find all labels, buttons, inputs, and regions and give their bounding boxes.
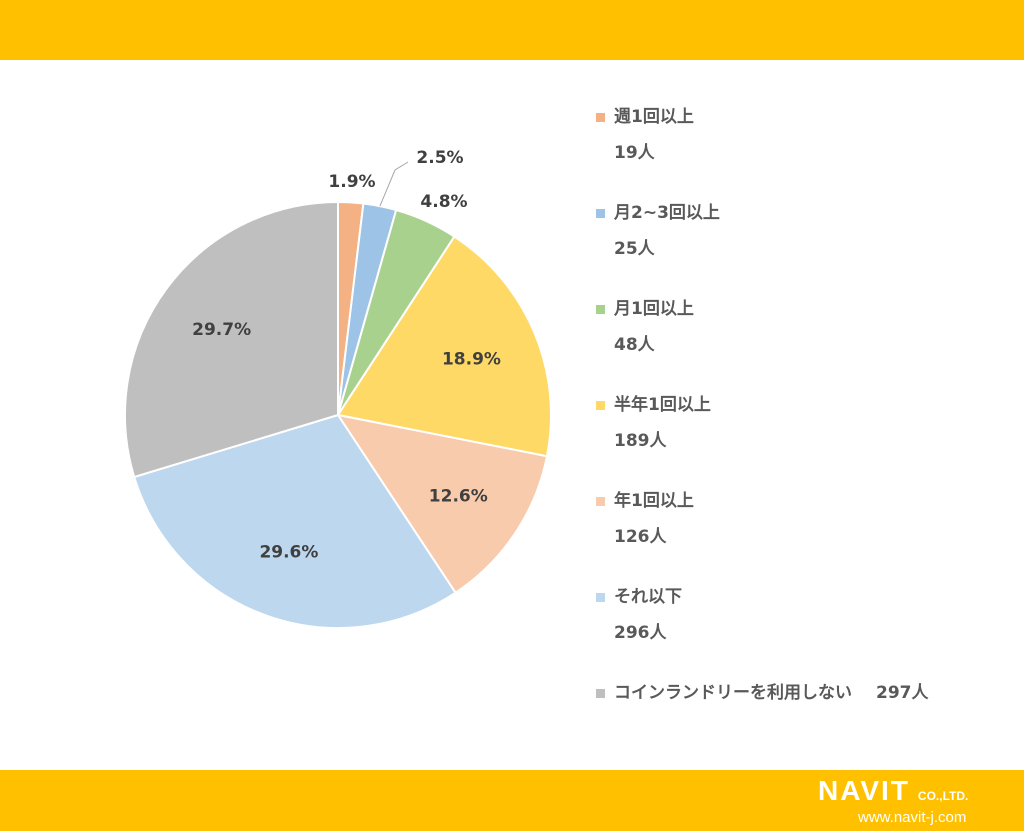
legend-item: 年1回以上 126人 [596,490,1016,586]
data-label: 29.7% [192,320,251,340]
legend-swatch [596,209,605,218]
legend-swatch [596,113,605,122]
logo-url: www.navit-j.com [858,809,967,826]
data-label: 2.5% [416,148,463,168]
pie-slice [336,235,552,458]
legend-item: 半年1回以上 189人 [596,394,1016,490]
legend-label: 半年1回以上 [614,395,711,415]
legend-label: 年1回以上 [614,491,694,511]
pie-slice [132,413,457,629]
legend-count: 189人 [614,431,667,451]
legend-count: 296人 [614,623,667,643]
legend-swatch [596,305,605,314]
legend-swatch [596,593,605,602]
navit-logo: NAVIT CO.,LTD. www.navit-j.com [818,775,968,827]
legend-label: 週1回以上 [614,107,694,127]
legend-label: 月1回以上 [614,299,694,319]
legend-swatch [596,497,605,506]
top-band [0,0,1024,60]
legend-item: 月1回以上 48人 [596,298,1016,394]
bottom-band [0,770,1024,831]
pie-slice [124,200,339,479]
legend-item: コインランドリーを利用しない 297人 [596,682,1016,778]
legend-swatch [596,689,605,698]
data-label: 29.6% [259,542,318,562]
legend-count: 126人 [614,527,667,547]
leader-line [379,161,409,207]
logo-brand: NAVIT [818,775,910,806]
legend-label: コインランドリーを利用しない [614,683,852,703]
legend-count: 48人 [614,335,655,355]
logo-row: NAVIT CO.,LTD. [818,775,968,807]
legend-count: 297人 [876,683,929,703]
legend-count: 19人 [614,143,655,163]
data-label: 18.9% [442,350,501,370]
data-label: 4.8% [420,192,467,212]
legend: 週1回以上 19人月2~3回以上 25人月1回以上 48人半年1回以上 189人年1回以… [596,106,1016,778]
data-label: 12.6% [429,487,488,507]
legend-label: 月2~3回以上 [614,203,720,223]
logo-suffix: CO.,LTD. [917,789,969,803]
legend-count: 25人 [614,239,655,259]
legend-swatch [596,401,605,410]
legend-label: それ以下 [614,587,682,607]
legend-item: 週1回以上 19人 [596,106,1016,202]
pie-slice [335,413,549,595]
data-label: 1.9% [328,172,375,192]
legend-item: 月2~3回以上 25人 [596,202,1016,298]
legend-item: それ以下 296人 [596,586,1016,682]
